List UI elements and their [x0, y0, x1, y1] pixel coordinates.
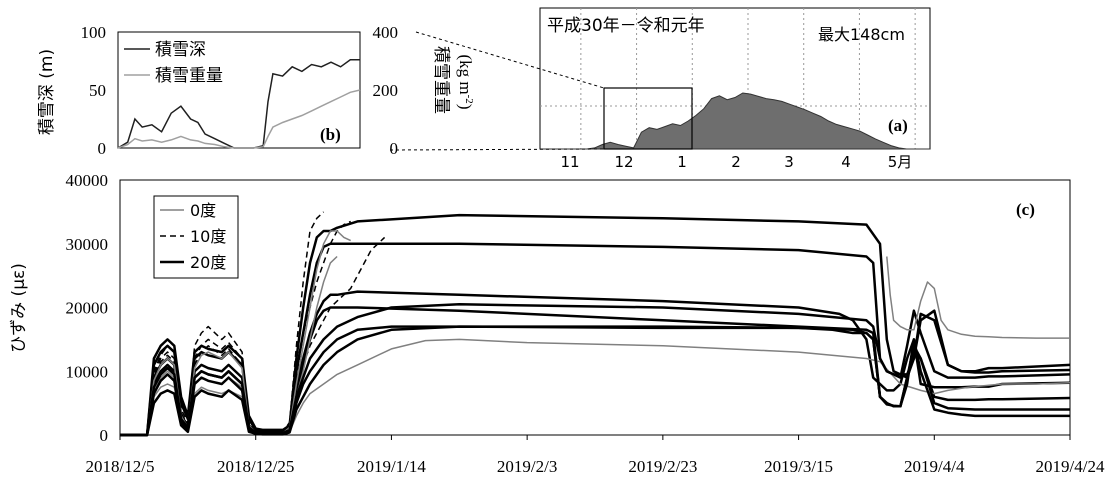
panel-a-xtick-label: 2 [731, 153, 741, 171]
panel-c-series-line-11 [120, 303, 1071, 437]
panel-c-ylabel: ひずみ (με) [9, 263, 29, 353]
panel-c-yticks: 0 10000 20000 30000 40000 [66, 171, 109, 445]
panel-b-y2label-1: 積雪重量 [431, 46, 451, 114]
panel-c-xtick-label: 2019/1/14 [357, 457, 426, 476]
panel-b-label: (b) [320, 125, 341, 144]
panel-c-series-line-0 [120, 213, 1071, 437]
panel-c-ytick-label: 30000 [66, 235, 109, 254]
panel-b-y2tick-label: 400 [373, 23, 399, 42]
panel-c-xtick-label: 2019/2/23 [628, 457, 697, 476]
panel-c-series-line-1 [120, 242, 1071, 437]
panel-c-label: (c) [1016, 200, 1035, 219]
panel-c-xtick-label: 2019/4/4 [904, 457, 965, 476]
legend-label-0deg: 0度 [190, 201, 216, 220]
panel-b-series [117, 59, 361, 149]
panel-b-yticks: 0 50 100 [81, 23, 107, 158]
panel-c-series-line-6 [120, 236, 386, 436]
panel-c-xtick-label: 2018/12/25 [217, 457, 294, 476]
panel-c-ytick-label: 10000 [66, 362, 109, 381]
panel-c-xticks: 2018/12/5 2018/12/25 2019/1/14 2019/2/3 2019… [86, 435, 1105, 476]
panel-a-xtick-label: 5月 [888, 153, 913, 171]
panel-c-series-line-2 [120, 290, 1071, 437]
panel-c-ytick-label: 20000 [66, 299, 109, 318]
panel-a-title: 平成30年－令和元年 [547, 16, 705, 36]
panel-c-xtick-label: 2018/12/5 [86, 457, 155, 476]
panel-c: ひずみ (με) 0 10000 20000 30000 40000 2018/12/5… [9, 171, 1105, 476]
panel-c-series-line-4 [120, 211, 325, 436]
panel-b-ylabel: 積雪深 (m) [37, 49, 57, 135]
legend-label-10deg: 10度 [190, 227, 226, 246]
panel-a-xtick-label: 3 [784, 153, 794, 171]
panel-a-highlight-box [603, 87, 693, 150]
panel-c-series [120, 211, 1071, 437]
panel-b: 積雪深 (m) 0 50 100 0 200 400 積雪深 積雪重量 (b) 積雪重量… [37, 23, 475, 158]
panel-c-series-line-13 [120, 325, 1070, 437]
connector-bottom [389, 148, 605, 151]
panel-c-series-line-12 [120, 325, 1070, 437]
panel-a-xtick-label: 12 [614, 153, 633, 171]
legend-frame [153, 195, 239, 279]
panel-c-xtick-label: 2019/3/15 [764, 457, 833, 476]
panel-a-xticks: 11 12 1 2 3 4 5月 [560, 153, 912, 171]
panel-b-legend: 積雪深 積雪重量 [124, 40, 223, 86]
panel-a-xtick-label: 4 [841, 153, 851, 171]
panel-c-xtick-label: 2019/4/24 [1036, 457, 1105, 476]
panel-c-plot-frame [119, 179, 1071, 436]
panel-a-xtick-label: 1 [677, 153, 687, 171]
panel-c-ytick-label: 0 [100, 426, 109, 445]
panel-b-ytick-label: 100 [81, 23, 107, 42]
panel-b-ytick-label: 0 [98, 139, 107, 158]
panel-a-annotation: 最大148cm [818, 25, 905, 44]
legend-label-snow-weight: 積雪重量 [155, 66, 223, 86]
panel-b-y2tick-label: 200 [373, 81, 399, 100]
panel-b-series-line-1 [117, 89, 361, 149]
panel-a-label: (a) [888, 116, 908, 135]
panel-a-snow-area [540, 92, 930, 150]
panel-c-series-line-10 [886, 256, 1070, 339]
panel-c-ytick-label: 40000 [66, 171, 109, 190]
panel-c-series-line-7 [120, 230, 352, 436]
legend-label-snow-depth: 積雪深 [155, 40, 206, 60]
panel-c-legend: 0度 10度 20度 [153, 195, 239, 279]
panel-c-xtick-label: 2019/2/3 [497, 457, 557, 476]
panel-b-y2tick-label: 0 [390, 139, 399, 158]
legend-label-20deg: 20度 [190, 253, 226, 272]
panel-b-ytick-label: 50 [89, 81, 106, 100]
panel-b-y2label-2: (kg m-2) [456, 55, 475, 110]
panel-a-xtick-label: 11 [560, 153, 579, 171]
connector-top [415, 31, 605, 89]
panel-b-y2ticks: 0 200 400 [373, 23, 399, 158]
panel-a: 平成30年－令和元年 最大148cm (a) 11 12 1 2 3 4 5月 [389, 7, 931, 171]
